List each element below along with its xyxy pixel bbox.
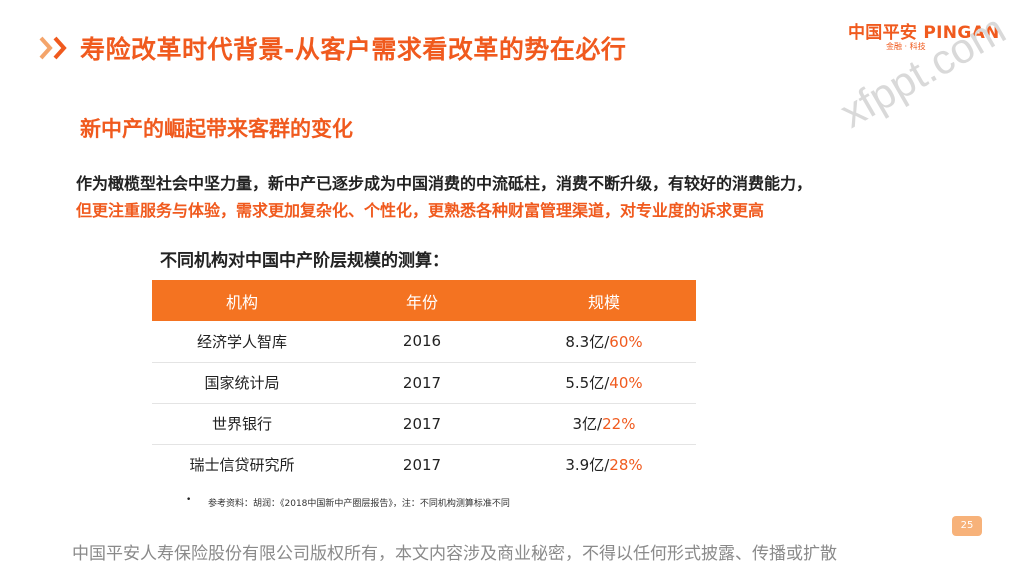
column-header-scale: 规模 — [512, 280, 696, 321]
institution-cell: 瑞士信贷研究所 — [189, 456, 295, 475]
source-note: 参考资料：胡润：《2018中国新中产圈层报告》，注：不同机构测算标准不同 — [208, 499, 510, 509]
table-row: 经济学人智库 2016 8.3亿/60% — [152, 321, 696, 363]
scale-value: 8.3亿/ — [565, 332, 610, 351]
scale-cell: 3.9亿/28% — [512, 444, 696, 485]
scale-cell: 5.5亿/40% — [512, 362, 696, 404]
table-heading: 不同机构对中国中产阶层规模的测算： — [160, 251, 449, 271]
scale-percent: 28% — [609, 456, 643, 475]
column-header-institution: 机构 — [152, 280, 332, 321]
logo-tagline: 金融 · 科技 — [886, 42, 926, 51]
scale-cell: 3亿/22% — [512, 403, 696, 445]
table-row: 瑞士信贷研究所 2017 3.9亿/28% — [152, 444, 696, 485]
page-number: 25 — [952, 516, 982, 536]
middle-class-table: 机构 年份 规模 经济学人智库 2016 8.3亿/60% 国家统计局 2017… — [152, 280, 696, 485]
table-row: 国家统计局 2017 5.5亿/40% — [152, 362, 696, 404]
logo-text: 中国平安 PINGAN — [848, 23, 1000, 43]
table-header-row: 机构 年份 规模 — [152, 280, 696, 321]
scale-percent: 60% — [609, 332, 643, 351]
year-cell: 2016 — [332, 321, 512, 363]
scale-percent: 22% — [602, 415, 636, 433]
scale-value: 3亿/ — [572, 415, 603, 433]
table-row: 世界银行 2017 3亿/22% — [152, 403, 696, 445]
section-subtitle: 新中产的崛起带来客群的变化 — [80, 117, 353, 141]
double-chevron-icon — [39, 36, 67, 60]
scale-value: 5.5亿/ — [565, 374, 610, 392]
scale-percent: 40% — [609, 374, 643, 392]
institution-cell: 世界银行 — [152, 403, 332, 445]
scale-value: 3.9亿/ — [565, 456, 610, 475]
year-cell: 2017 — [332, 403, 512, 445]
paragraph-line-1: 作为橄榄型社会中坚力量，新中产已逐步成为中国消费的中流砥柱，消费不断升级，有较好… — [76, 174, 813, 193]
institution-cell: 国家统计局 — [152, 362, 332, 404]
page-title: 寿险改革时代背景-从客户需求看改革的势在必行 — [80, 35, 627, 64]
note-bullet: • — [186, 495, 192, 505]
year-cell: 2017 — [402, 455, 442, 474]
copyright-footer: 中国平安人寿保险股份有限公司版权所有，本文内容涉及商业秘密，不得以任何形式披露、… — [72, 544, 837, 564]
institution-cell: 经济学人智库 — [152, 321, 332, 363]
paragraph-line-2: 但更注重服务与体验，需求更加复杂化、个性化，更熟悉各种财富管理渠道，对专业度的诉… — [76, 201, 765, 220]
company-logo: 中国平安 PINGAN 金融 · 科技 — [848, 18, 1018, 54]
column-header-year: 年份 — [332, 280, 512, 321]
year-cell: 2017 — [332, 362, 512, 404]
scale-cell: 8.3亿/60% — [512, 321, 696, 363]
